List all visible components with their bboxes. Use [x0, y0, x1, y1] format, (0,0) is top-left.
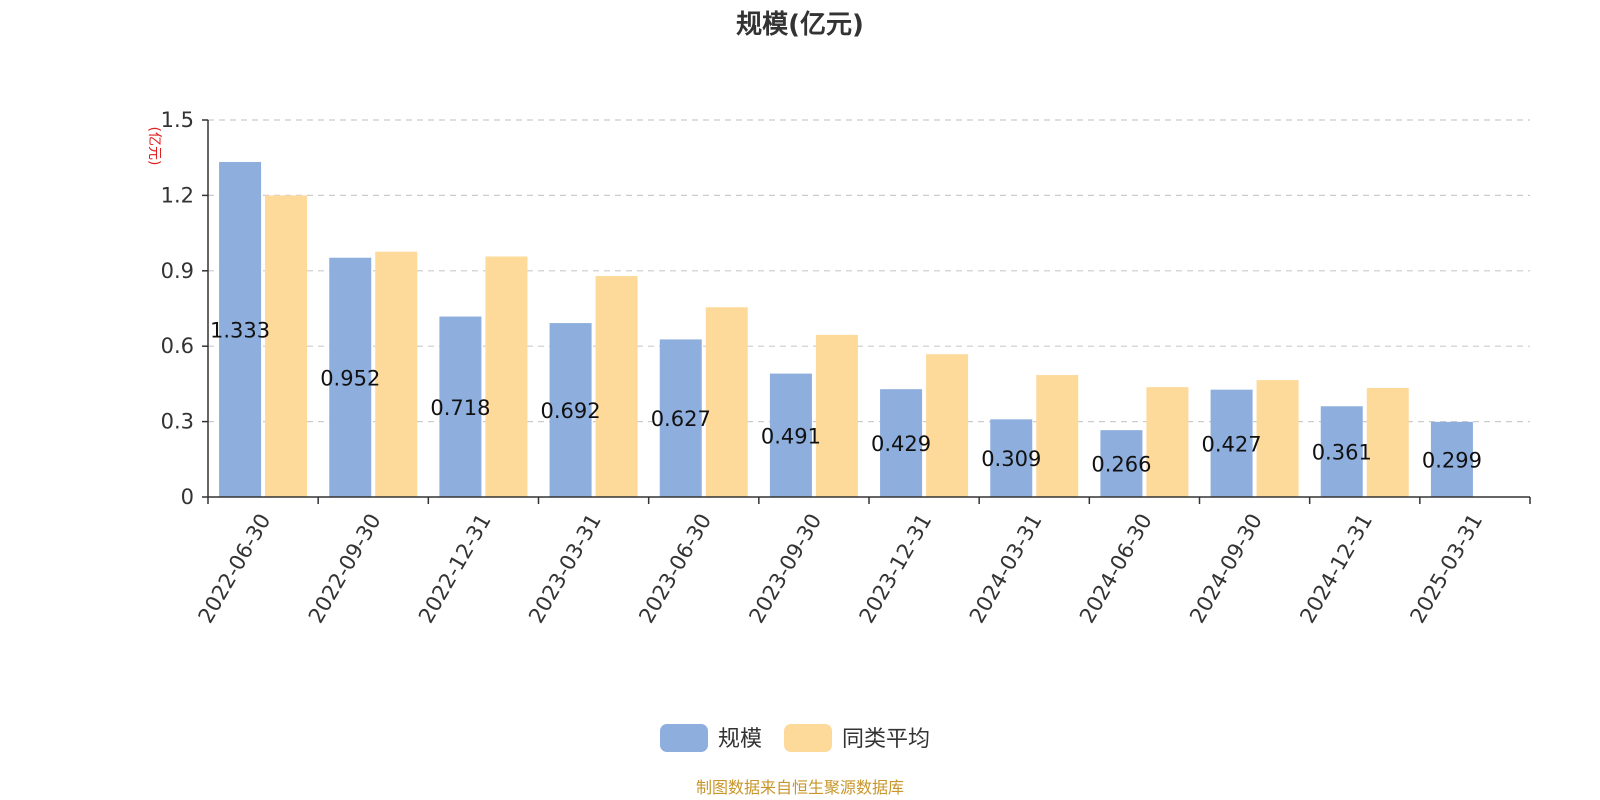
- bar-guimo: [1320, 406, 1363, 497]
- bar-tonglei-pingjun: [595, 276, 638, 497]
- x-tick-label: 2023-12-31: [855, 509, 937, 627]
- data-label: 0.427: [1202, 432, 1262, 456]
- data-label: 0.491: [761, 424, 821, 448]
- bar-tonglei-pingjun: [926, 354, 969, 497]
- bar-guimo: [880, 389, 923, 497]
- bar-guimo: [769, 373, 812, 497]
- bar-guimo: [1210, 389, 1253, 497]
- y-tick-label: 1.2: [161, 183, 194, 207]
- data-label: 0.627: [651, 407, 711, 431]
- data-label: 0.299: [1422, 448, 1482, 472]
- y-axis-unit-label: (亿元): [146, 127, 162, 166]
- data-label: 0.429: [871, 432, 931, 456]
- bar-guimo: [329, 257, 372, 497]
- x-tick-label: 2022-09-30: [304, 510, 386, 628]
- bar-tonglei-pingjun: [815, 334, 858, 497]
- legend-swatch: [660, 724, 708, 752]
- bar-tonglei-pingjun: [705, 307, 748, 497]
- data-labels: 1.333 0.952 0.718 0.692 0.627 0.491 0.429 0.309…: [210, 318, 1482, 476]
- data-label: 0.309: [981, 447, 1041, 471]
- x-tick-label: 2024-09-30: [1185, 510, 1267, 628]
- data-label: 0.692: [541, 399, 601, 423]
- y-tick-label: 0.6: [161, 334, 194, 358]
- x-tick-label: 2024-03-31: [965, 510, 1047, 628]
- bar-guimo: [439, 316, 482, 497]
- x-tick-label: 2023-06-30: [634, 510, 716, 628]
- legend-swatch: [784, 724, 833, 752]
- legend-label: 同类平均: [842, 727, 930, 752]
- legend-label: 规模: [718, 727, 762, 752]
- chart-title: 规模(亿元): [736, 10, 864, 40]
- data-label: 0.952: [320, 366, 380, 390]
- y-tick-label: 0.9: [161, 259, 194, 283]
- bar-tonglei-pingjun: [1146, 387, 1189, 497]
- bar-tonglei-pingjun: [1366, 387, 1409, 497]
- data-label: 1.333: [210, 318, 270, 342]
- grid-lines: [208, 119, 1530, 423]
- bar-guimo: [990, 419, 1033, 497]
- data-label: 0.718: [430, 396, 490, 420]
- y-tick-label: 0.3: [161, 410, 194, 434]
- bar-tonglei-pingjun: [375, 251, 418, 497]
- data-label: 0.361: [1312, 441, 1372, 465]
- data-source-note: 制图数据来自恒生聚源数据库: [696, 778, 904, 797]
- x-tick-label: 2024-06-30: [1075, 510, 1157, 628]
- legend: 规模 同类平均: [660, 724, 930, 752]
- bar-tonglei-pingjun: [1256, 380, 1299, 497]
- y-tick-label: 0: [181, 485, 194, 509]
- y-tick-label: 1.5: [161, 108, 194, 132]
- x-tick-label: 2023-09-30: [744, 510, 826, 628]
- x-tick-label: 2022-12-31: [414, 509, 496, 627]
- x-tick-label: 2024-12-31: [1295, 510, 1377, 628]
- bar-guimo: [1100, 430, 1143, 497]
- bar-tonglei-pingjun: [1036, 375, 1079, 497]
- bar-tonglei-pingjun: [265, 195, 308, 497]
- bar-guimo: [659, 339, 702, 497]
- bar-guimo: [549, 323, 592, 497]
- bar-tonglei-pingjun: [485, 256, 528, 497]
- x-tick-label: 2022-06-30: [194, 510, 276, 628]
- data-label: 0.266: [1091, 453, 1151, 477]
- bar-guimo: [219, 161, 262, 498]
- bars: [219, 161, 1473, 498]
- bar-guimo: [1430, 421, 1473, 497]
- x-tick-label: 2025-03-31: [1405, 510, 1487, 628]
- x-tick-label: 2023-03-31: [524, 510, 606, 628]
